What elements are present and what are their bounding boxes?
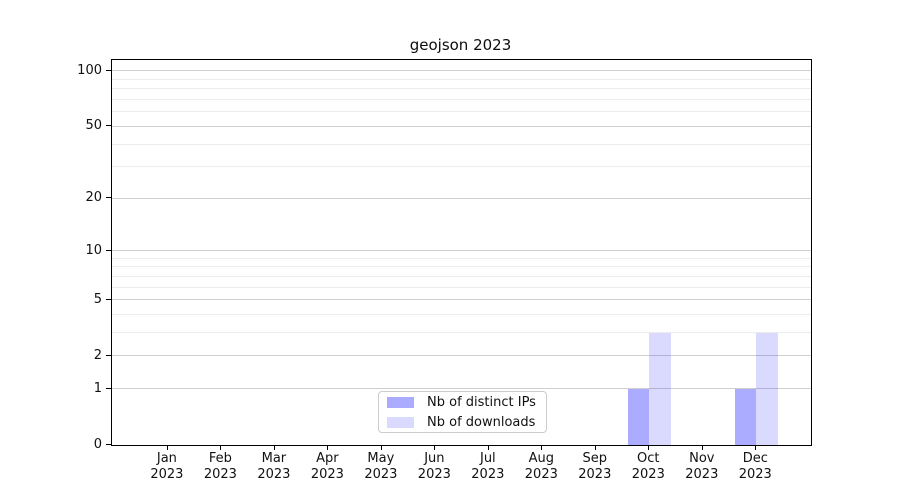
bar-distinct-ips (734, 388, 757, 445)
y-tick-mark (106, 249, 111, 251)
y-tick-label: 10 (85, 242, 102, 258)
x-tick-mark (541, 445, 543, 450)
x-tick-mark (487, 445, 489, 450)
x-tick-label: Oct 2023 (618, 451, 678, 483)
x-tick-year: 2023 (310, 467, 344, 482)
x-tick-year: 2023 (364, 467, 398, 482)
legend-swatch (387, 416, 414, 428)
y-tick-label: 2 (93, 347, 102, 363)
x-tick-label: Jun 2023 (404, 451, 464, 483)
legend-label: Nb of distinct IPs (427, 394, 536, 410)
x-tick-label: Dec 2023 (725, 451, 785, 483)
x-tick-year: 2023 (685, 467, 719, 482)
gridline-major (112, 299, 811, 301)
x-tick-mark (273, 445, 275, 450)
gridline-major (112, 70, 811, 72)
y-tick-label: 5 (93, 291, 102, 307)
x-tick-label: Sep 2023 (565, 451, 625, 483)
gridline-minor (112, 332, 811, 334)
y-tick-label: 50 (85, 118, 102, 134)
x-tick-label: Feb 2023 (190, 451, 250, 483)
gridline-minor (112, 266, 811, 268)
x-tick-mark (648, 445, 650, 450)
bar-downloads (649, 332, 671, 445)
legend-item: Nb of distinct IPs (387, 395, 538, 410)
gridline-minor (112, 257, 811, 259)
bar-distinct-ips (627, 388, 650, 445)
x-tick-label: Jan 2023 (137, 451, 197, 483)
x-tick-mark (380, 445, 382, 450)
gridline-minor (112, 275, 811, 277)
y-tick-label: 0 (93, 437, 102, 452)
gridline-major (112, 388, 811, 390)
y-tick-label: 1 (93, 380, 102, 396)
gridline-minor (112, 286, 811, 288)
gridline-minor (112, 111, 811, 113)
x-tick-year: 2023 (150, 467, 184, 482)
x-tick-mark (166, 445, 168, 450)
x-tick-year: 2023 (738, 467, 772, 482)
gridline-minor (112, 99, 811, 100)
x-tick-label: Aug 2023 (511, 451, 571, 483)
x-tick-mark (755, 445, 757, 450)
x-tick-label: Nov 2023 (672, 451, 732, 483)
x-tick-mark (220, 445, 222, 450)
y-tick-mark (106, 444, 111, 445)
x-tick-mark (434, 445, 436, 450)
x-tick-year: 2023 (578, 467, 612, 482)
y-tick-mark (106, 387, 111, 389)
y-tick-mark (106, 125, 111, 127)
x-tick-year: 2023 (471, 467, 505, 482)
y-tick-mark (106, 298, 111, 300)
x-tick-year: 2023 (524, 467, 558, 482)
x-tick-year: 2023 (631, 467, 665, 482)
y-tick-mark (106, 354, 111, 356)
x-tick-label: Mar 2023 (244, 451, 304, 483)
gridline-major (112, 355, 811, 357)
legend-item: Nb of downloads (387, 415, 538, 430)
plot-area (111, 59, 812, 446)
legend: Nb of distinct IPs Nb of downloads (378, 391, 547, 433)
x-tick-label: Apr 2023 (297, 451, 357, 483)
x-tick-label: May 2023 (351, 451, 411, 483)
gridline-minor (112, 78, 811, 80)
chart-title: geojson 2023 (409, 36, 512, 54)
x-tick-mark (327, 445, 329, 450)
y-tick-mark (106, 69, 111, 71)
y-tick-label: 100 (77, 62, 102, 78)
gridline-major (112, 197, 811, 199)
x-tick-year: 2023 (257, 467, 291, 482)
x-tick-label: Jul 2023 (458, 451, 518, 483)
x-tick-mark (594, 445, 596, 450)
x-tick-mark (701, 445, 703, 450)
gridline-major (112, 125, 811, 127)
x-tick-year: 2023 (203, 467, 237, 482)
x-tick-year: 2023 (417, 467, 451, 482)
gridline-minor (112, 143, 811, 145)
gridline-major (112, 250, 811, 252)
gridline-minor (112, 166, 811, 168)
legend-label: Nb of downloads (427, 414, 536, 430)
legend-swatch (387, 396, 414, 408)
gridline-minor (112, 88, 811, 90)
gridline-minor (112, 314, 811, 316)
y-tick-label: 20 (85, 190, 102, 206)
bar-downloads (756, 332, 778, 445)
y-tick-mark (106, 197, 111, 199)
